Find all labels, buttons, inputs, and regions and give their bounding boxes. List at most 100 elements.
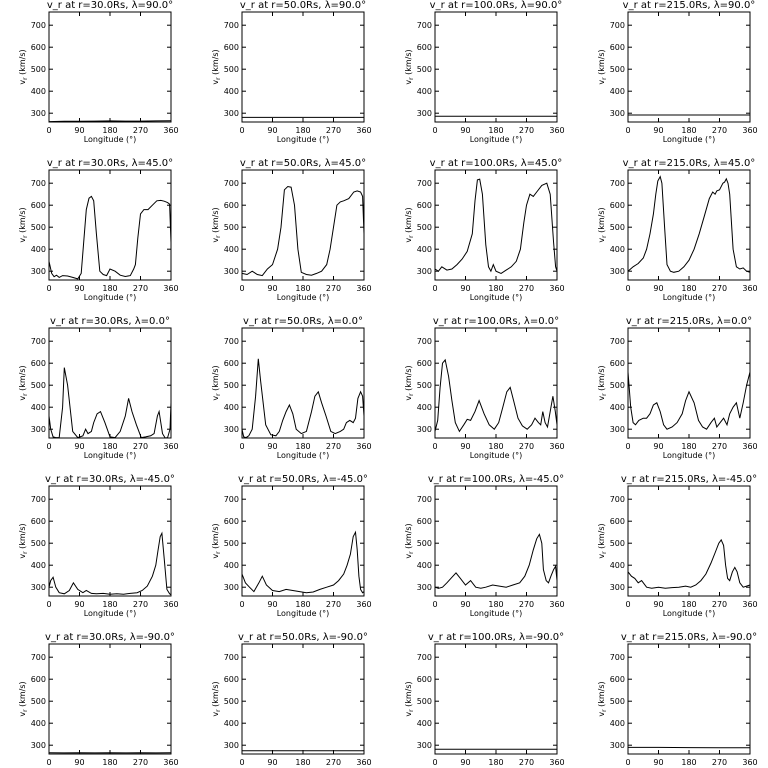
x-tick-label: 270 — [133, 126, 148, 135]
y-tick-label: 400 — [224, 719, 239, 728]
y-tick-label: 600 — [417, 201, 432, 210]
x-tick-label: 360 — [356, 284, 371, 293]
y-tick-label: 500 — [417, 539, 432, 548]
y-tick-label: 400 — [224, 403, 239, 412]
y-axis-label: vr (km/s) — [18, 49, 29, 84]
x-tick-label: 90 — [267, 442, 277, 451]
x-tick-label: 180 — [681, 126, 696, 135]
x-tick-label: 90 — [74, 126, 84, 135]
x-tick-label: 360 — [356, 442, 371, 451]
plot-frame — [241, 11, 365, 123]
x-tick-label: 0 — [432, 600, 437, 609]
series-line — [48, 120, 172, 123]
y-tick-label: 300 — [610, 267, 625, 276]
plot-frame — [48, 11, 172, 123]
x-tick-label: 90 — [74, 284, 84, 293]
y-axis-label: vr (km/s) — [211, 49, 222, 84]
panel-title: v_r at r=30.0Rs, λ=-90.0° — [45, 632, 175, 643]
x-tick-label: 0 — [432, 284, 437, 293]
y-tick-label: 500 — [31, 223, 46, 232]
x-tick-label: 180 — [102, 442, 117, 451]
series-line — [434, 533, 558, 589]
y-tick-label: 600 — [417, 517, 432, 526]
x-tick-label: 180 — [488, 442, 503, 451]
y-tick-label: 300 — [610, 583, 625, 592]
y-tick-label: 400 — [417, 561, 432, 570]
panel-2-1: v_r at r=30.0Rs, λ=45.0° 0 90 180 270 360 300 4… — [18, 158, 179, 302]
x-tick-label: 0 — [239, 758, 244, 767]
x-tick-label: 90 — [653, 442, 663, 451]
y-tick-label: 400 — [610, 403, 625, 412]
x-tick-label: 180 — [488, 600, 503, 609]
y-tick-label: 700 — [610, 179, 625, 188]
series-line — [627, 175, 751, 273]
y-tick-label: 300 — [224, 425, 239, 434]
y-tick-label: 400 — [417, 719, 432, 728]
x-tick-label: 0 — [239, 284, 244, 293]
panel-title: v_r at r=100.0Rs, λ=90.0° — [430, 0, 563, 11]
x-tick-label: 90 — [653, 284, 663, 293]
x-axis-label: Longitude (°) — [84, 609, 137, 618]
panel-title: v_r at r=30.0Rs, λ=-45.0° — [45, 474, 175, 485]
y-tick-label: 300 — [31, 109, 46, 118]
plot-frame — [48, 169, 172, 281]
x-tick-label: 180 — [295, 284, 310, 293]
y-tick-label: 500 — [417, 65, 432, 74]
x-tick-label: 0 — [46, 600, 51, 609]
y-tick-label: 500 — [417, 697, 432, 706]
x-tick-label: 270 — [712, 442, 727, 451]
x-tick-label: 270 — [712, 126, 727, 135]
x-axis-label: Longitude (°) — [663, 293, 716, 302]
y-axis-label: vr (km/s) — [211, 523, 222, 558]
y-tick-label: 700 — [417, 495, 432, 504]
plot-frame — [627, 327, 751, 439]
x-tick-label: 180 — [681, 758, 696, 767]
x-tick-label: 360 — [163, 442, 178, 451]
x-tick-label: 0 — [625, 758, 630, 767]
panel-4-4: v_r at r=215.0Rs, λ=-45.0° 0 90 180 270 360 30… — [597, 474, 758, 618]
panel-3-2: v_r at r=50.0Rs, λ=0.0° 0 90 180 270 360 300 40… — [211, 316, 372, 460]
y-tick-label: 700 — [224, 653, 239, 662]
plot-frame — [627, 11, 751, 123]
y-tick-label: 300 — [31, 425, 46, 434]
x-tick-label: 90 — [460, 600, 470, 609]
y-axis-label: vr (km/s) — [597, 365, 608, 400]
y-tick-label: 300 — [417, 583, 432, 592]
y-axis-label: vr (km/s) — [597, 49, 608, 84]
panel-title: v_r at r=50.0Rs, λ=-90.0° — [238, 632, 368, 643]
y-axis-label: vr (km/s) — [211, 681, 222, 716]
x-tick-label: 0 — [432, 442, 437, 451]
y-tick-label: 600 — [417, 43, 432, 52]
y-tick-label: 700 — [610, 21, 625, 30]
y-tick-label: 500 — [610, 65, 625, 74]
y-tick-label: 300 — [417, 267, 432, 276]
x-axis-label: Longitude (°) — [663, 451, 716, 460]
plot-frame — [48, 485, 172, 597]
y-tick-label: 300 — [417, 425, 432, 434]
x-tick-label: 180 — [295, 126, 310, 135]
x-tick-label: 180 — [681, 284, 696, 293]
x-tick-label: 270 — [712, 758, 727, 767]
x-tick-label: 360 — [163, 126, 178, 135]
panel-title: v_r at r=30.0Rs, λ=90.0° — [47, 0, 173, 11]
y-tick-label: 300 — [224, 583, 239, 592]
plot-frame — [241, 643, 365, 755]
panel-5-2: v_r at r=50.0Rs, λ=-90.0° 0 90 180 270 360 300… — [211, 632, 372, 768]
panel-title: v_r at r=215.0Rs, λ=-90.0° — [621, 632, 757, 643]
y-tick-label: 600 — [31, 201, 46, 210]
x-tick-label: 270 — [326, 126, 341, 135]
y-tick-label: 600 — [224, 359, 239, 368]
panel-4-3: v_r at r=100.0Rs, λ=-45.0° 0 90 180 270 360 30… — [404, 474, 565, 618]
panel-1-4: v_r at r=215.0Rs, λ=90.0° 0 90 180 270 360 300… — [597, 0, 758, 144]
y-tick-label: 300 — [31, 267, 46, 276]
x-tick-label: 180 — [295, 758, 310, 767]
x-tick-label: 360 — [549, 600, 564, 609]
plot-frame — [434, 11, 558, 123]
y-tick-label: 400 — [610, 245, 625, 254]
y-axis-label: vr (km/s) — [404, 207, 415, 242]
x-axis-label: Longitude (°) — [470, 451, 523, 460]
y-tick-label: 300 — [31, 741, 46, 750]
x-tick-label: 360 — [163, 284, 178, 293]
y-tick-label: 600 — [31, 359, 46, 368]
y-tick-label: 500 — [417, 381, 432, 390]
